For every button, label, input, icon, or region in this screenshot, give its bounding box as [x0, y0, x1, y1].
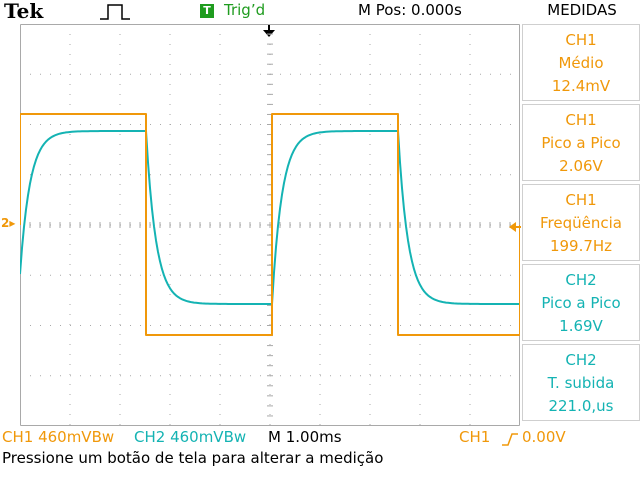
measurement-value: 1.69V: [559, 317, 603, 335]
measurement-button-4[interactable]: CH2 Pico a Pico 1.69V: [522, 264, 640, 341]
ch2-scale: CH2 460mVBw: [134, 428, 247, 446]
trigger-source: CH1: [459, 428, 491, 446]
measurement-value: 221.0,us: [548, 397, 614, 415]
trigger-status: Trig’d: [224, 1, 266, 19]
measurement-label: Pico a Pico: [541, 134, 621, 152]
ch1-ground-label: 2: [1, 216, 10, 230]
measurement-button-1[interactable]: CH1 Médio 12.4mV: [522, 24, 640, 101]
single-pulse-icon: [98, 3, 134, 25]
measurement-channel: CH1: [565, 191, 597, 209]
measurement-menu: CH1 Médio 12.4mV CH1 Pico a Pico 2.06V C…: [522, 24, 640, 426]
brand-logo: Tek: [4, 0, 44, 23]
ch1-scale: CH1 460mVBw: [2, 428, 115, 446]
measurement-value: 199.7Hz: [549, 237, 613, 255]
measurement-button-3[interactable]: CH1 Freqüência 199.7Hz: [522, 184, 640, 261]
rising-edge-icon: [502, 432, 518, 450]
menu-title: MEDIDAS: [547, 1, 617, 19]
ch1-ground-marker: 2▸: [1, 216, 16, 230]
measurement-button-2[interactable]: CH1 Pico a Pico 2.06V: [522, 104, 640, 181]
measurement-label: Pico a Pico: [541, 294, 621, 312]
measurement-label: T. subida: [547, 374, 615, 392]
measurement-button-5[interactable]: CH2 T. subida 221.0,us: [522, 344, 640, 421]
graticule: [20, 24, 520, 426]
ch1-waveform: [20, 113, 520, 336]
trigger-position-marker: [262, 24, 276, 44]
measurement-channel: CH1: [565, 31, 597, 49]
oscilloscope-screen: [20, 24, 520, 426]
trigger-level-marker: [509, 218, 521, 237]
measurement-label: Médio: [558, 54, 604, 72]
trigger-level: 0.00V: [522, 428, 566, 446]
horizontal-position: M Pos: 0.000s: [358, 1, 462, 19]
measurement-channel: CH2: [565, 351, 597, 369]
ch2-waveform: [20, 130, 520, 305]
bottom-status-bar: CH1 460mVBw CH2 460mVBw M 1.00ms CH1 0.0…: [0, 426, 640, 448]
trigger-badge: T: [200, 4, 214, 18]
measurement-channel: CH1: [565, 111, 597, 129]
help-message: Pressione um botão de tela para alterar …: [2, 449, 384, 467]
measurement-label: Freqüência: [540, 214, 622, 232]
timebase: M 1.00ms: [268, 428, 342, 446]
top-status-bar: Tek T Trig’d M Pos: 0.000s MEDIDAS: [0, 0, 640, 24]
measurement-channel: CH2: [565, 271, 597, 289]
measurement-value: 2.06V: [559, 157, 603, 175]
measurement-value: 12.4mV: [551, 77, 611, 95]
